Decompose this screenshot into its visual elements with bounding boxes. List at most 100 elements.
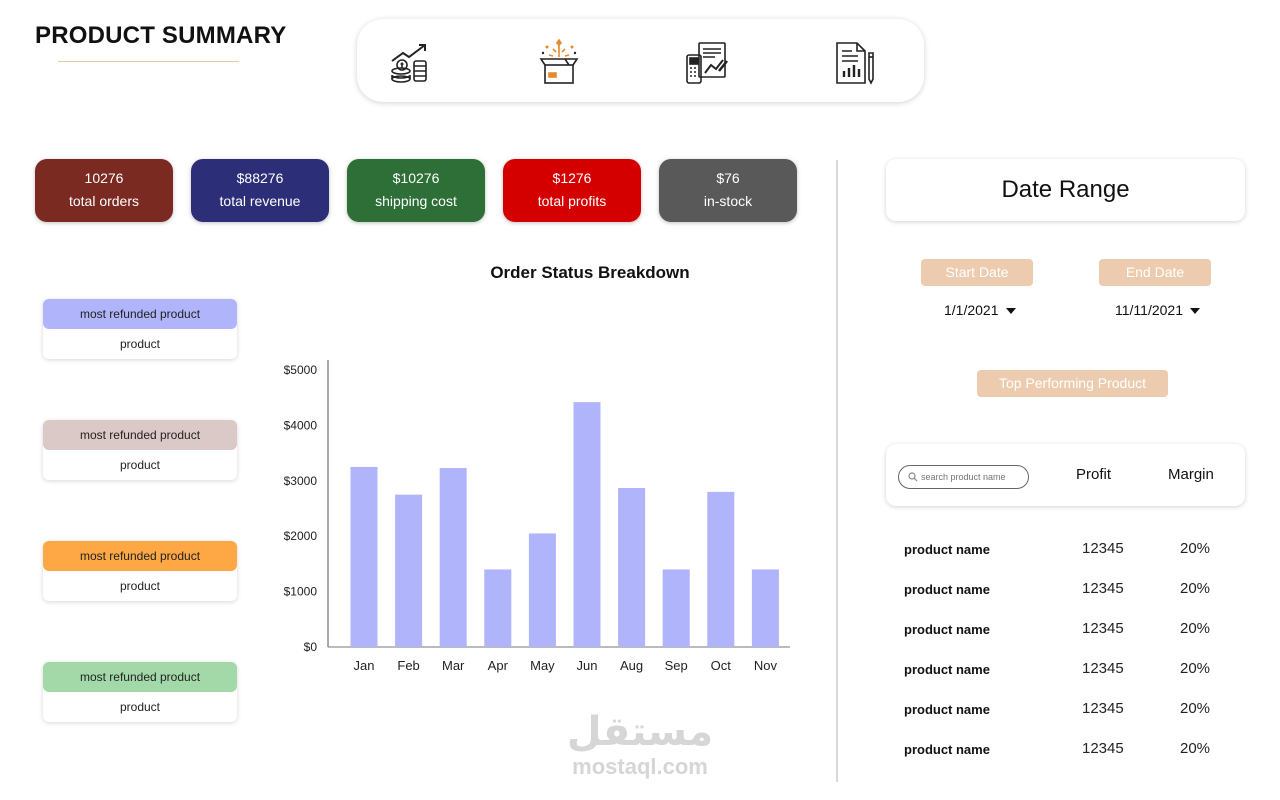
growth-chart-icon[interactable] [387, 39, 435, 87]
table-row[interactable]: product name 12345 20% [886, 728, 1245, 768]
x-tick-label: Feb [397, 658, 419, 673]
refund-card-value: product [119, 458, 161, 472]
table-row[interactable]: product name 12345 20% [886, 528, 1245, 568]
search-input[interactable] [921, 469, 1025, 485]
refund-card-title: most refunded product [43, 662, 237, 692]
start-date-label: Start Date [921, 259, 1033, 286]
product-name-cell: product name [904, 662, 990, 677]
vertical-divider [836, 160, 838, 782]
end-date-value: 11/11/2021 [1115, 302, 1183, 318]
search-icon [908, 472, 918, 482]
y-tick-label: $1000 [284, 585, 318, 599]
refund-card: most refunded product product [43, 662, 237, 722]
chart-bar [618, 488, 646, 647]
kpi-total-profits: $1276 total profits [503, 159, 641, 222]
kpi-label: total orders [68, 193, 140, 209]
y-tick-label: $3000 [284, 474, 318, 488]
top-performing-label: Top Performing Product [977, 370, 1168, 397]
profit-cell: 12345 [1082, 540, 1124, 557]
refund-card-title: most refunded product [43, 541, 237, 571]
refund-card: most refunded product product [43, 541, 237, 601]
refund-card-title: most refunded product [43, 420, 237, 450]
watermark-arabic: مستقل [566, 709, 714, 755]
product-name-cell: product name [904, 622, 990, 637]
margin-cell: 20% [1180, 580, 1211, 597]
refund-card-value: product [119, 337, 161, 351]
kpi-value: 10276 [84, 170, 124, 186]
y-tick-label: $4000 [284, 418, 318, 432]
title-underline [58, 61, 239, 62]
y-tick-label: $5000 [284, 363, 318, 377]
invoice-calculator-icon[interactable] [683, 39, 731, 87]
x-tick-label: Jun [577, 658, 598, 673]
table-row[interactable]: product name 12345 20% [886, 688, 1245, 728]
end-date-dropdown[interactable]: 11/11/2021 [1115, 302, 1200, 318]
kpi-label: total revenue [219, 193, 301, 209]
start-date-value: 1/1/2021 [944, 302, 999, 318]
y-tick-label: $0 [304, 640, 318, 654]
profit-cell: 12345 [1082, 700, 1124, 717]
icon-nav-bar [357, 19, 924, 102]
chart-bar [751, 569, 779, 647]
chart-bar [395, 494, 423, 647]
profit-cell: 12345 [1082, 740, 1124, 757]
watermark: مستقل mostaql.com [555, 712, 725, 780]
kpi-total-orders: 10276 total orders [35, 159, 173, 222]
watermark-latin: mostaql.com [572, 754, 708, 779]
kpi-in-stock: $76 in-stock [659, 159, 797, 222]
margin-cell: 20% [1180, 660, 1211, 677]
refund-card: most refunded product product [43, 420, 237, 480]
product-name-cell: product name [904, 702, 990, 717]
table-row[interactable]: product name 12345 20% [886, 568, 1245, 608]
margin-cell: 20% [1180, 620, 1211, 637]
start-date-dropdown[interactable]: 1/1/2021 [944, 302, 1016, 318]
chart-bar [707, 491, 735, 647]
product-name-cell: product name [904, 542, 990, 557]
x-tick-label: Aug [620, 658, 643, 673]
kpi-label: total profits [537, 193, 607, 209]
kpi-label: shipping cost [375, 193, 457, 209]
page-title: PRODUCT SUMMARY [35, 22, 287, 49]
chart-bar [573, 402, 601, 647]
kpi-label: in-stock [703, 193, 753, 209]
profit-cell: 12345 [1082, 660, 1124, 677]
kpi-total-revenue: $88276 total revenue [191, 159, 329, 222]
column-header-margin[interactable]: Margin [1168, 466, 1214, 483]
table-row[interactable]: product name 12345 20% [886, 648, 1245, 688]
refund-card-title: most refunded product [43, 299, 237, 329]
chart-bar [662, 569, 690, 647]
column-header-profit[interactable]: Profit [1076, 466, 1112, 483]
x-tick-label: Mar [442, 658, 465, 673]
refund-card: most refunded product product [43, 299, 237, 359]
kpi-value: $76 [716, 170, 740, 186]
chart-bar [350, 466, 378, 647]
kpi-shipping-cost: $10276 shipping cost [347, 159, 485, 222]
margin-cell: 20% [1180, 700, 1211, 717]
report-document-icon[interactable] [831, 39, 879, 87]
profit-cell: 12345 [1082, 620, 1124, 637]
y-tick-label: $2000 [284, 529, 318, 543]
margin-cell: 20% [1180, 540, 1211, 557]
refund-card-value: product [119, 700, 161, 714]
table-row[interactable]: product name 12345 20% [886, 608, 1245, 648]
search-box[interactable] [898, 465, 1029, 489]
product-name-cell: product name [904, 582, 990, 597]
x-tick-label: Jan [354, 658, 375, 673]
x-tick-label: Oct [711, 658, 732, 673]
date-range-title: Date Range [886, 159, 1245, 221]
x-tick-label: May [530, 658, 555, 673]
product-name-cell: product name [904, 742, 990, 757]
chart-title: Order Status Breakdown [490, 263, 690, 282]
kpi-value: $1276 [552, 170, 592, 186]
end-date-label: End Date [1099, 259, 1211, 286]
chart-bar [439, 468, 467, 647]
gift-box-icon[interactable] [535, 38, 583, 87]
chevron-down-icon [1190, 308, 1200, 315]
chart-bar [484, 569, 512, 647]
kpi-value: $10276 [392, 170, 440, 186]
product-table-header: Profit Margin [886, 444, 1245, 506]
profit-cell: 12345 [1082, 580, 1124, 597]
x-tick-label: Nov [754, 658, 778, 673]
x-tick-label: Apr [488, 658, 509, 673]
kpi-value: $88276 [236, 170, 284, 186]
